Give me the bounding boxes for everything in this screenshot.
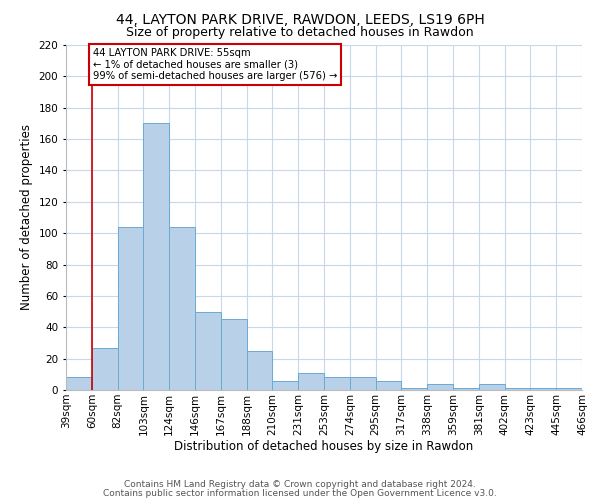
Bar [376, 380, 401, 390]
Text: 44, LAYTON PARK DRIVE, RAWDON, LEEDS, LS19 6PH: 44, LAYTON PARK DRIVE, RAWDON, LEEDS, LS… [116, 12, 484, 26]
Bar [195, 312, 221, 390]
Bar [556, 388, 582, 390]
Bar [169, 227, 195, 390]
Text: Size of property relative to detached houses in Rawdon: Size of property relative to detached ho… [126, 26, 474, 39]
Bar [66, 378, 92, 390]
Bar [505, 388, 530, 390]
Bar [298, 373, 324, 390]
Text: Contains public sector information licensed under the Open Government Licence v3: Contains public sector information licen… [103, 488, 497, 498]
X-axis label: Distribution of detached houses by size in Rawdon: Distribution of detached houses by size … [175, 440, 473, 454]
Bar [350, 378, 376, 390]
Y-axis label: Number of detached properties: Number of detached properties [20, 124, 33, 310]
Bar [92, 348, 118, 390]
Bar [427, 384, 453, 390]
Text: 44 LAYTON PARK DRIVE: 55sqm
← 1% of detached houses are smaller (3)
99% of semi-: 44 LAYTON PARK DRIVE: 55sqm ← 1% of deta… [93, 48, 337, 82]
Bar [453, 388, 479, 390]
Text: Contains HM Land Registry data © Crown copyright and database right 2024.: Contains HM Land Registry data © Crown c… [124, 480, 476, 489]
Bar [221, 320, 247, 390]
Bar [401, 388, 427, 390]
Bar [324, 378, 350, 390]
Bar [479, 384, 505, 390]
Bar [118, 227, 143, 390]
Bar [530, 388, 556, 390]
Bar [272, 380, 298, 390]
Bar [247, 351, 272, 390]
Bar [143, 124, 169, 390]
